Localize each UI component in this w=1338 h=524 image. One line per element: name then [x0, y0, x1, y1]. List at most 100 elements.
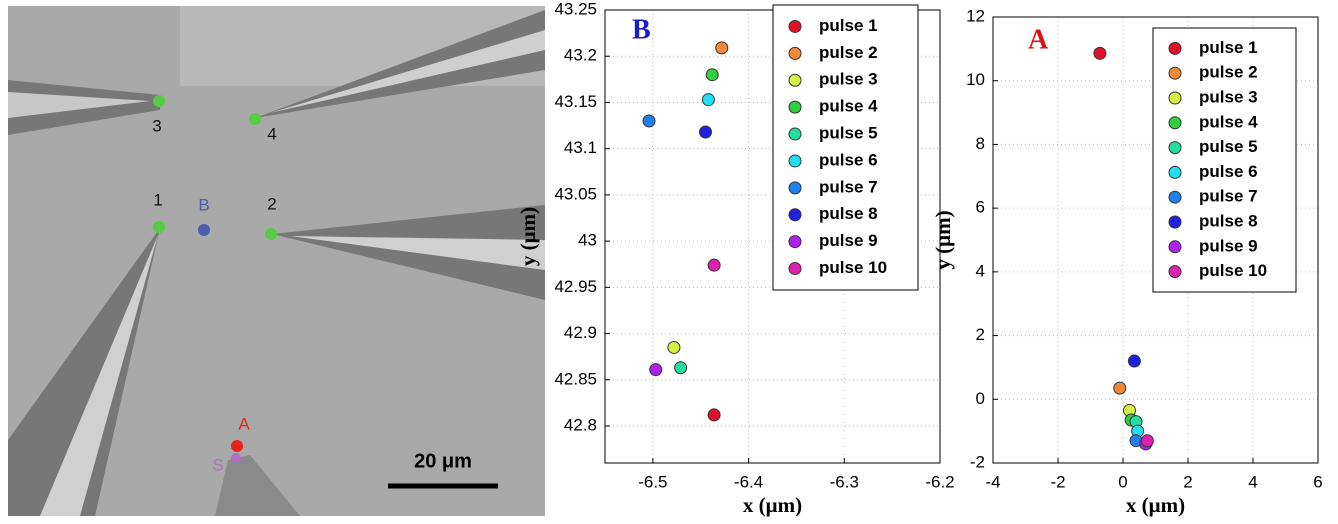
- legend-label: pulse 4: [819, 97, 878, 116]
- legend-marker: [1168, 116, 1182, 130]
- legend-marker: [788, 127, 802, 141]
- pipette: [8, 92, 150, 118]
- x-tick-label: -4: [985, 472, 1000, 491]
- image-label: B: [198, 195, 209, 214]
- y-tick-label: 43.25: [554, 0, 597, 18]
- legend-marker: [1168, 66, 1182, 80]
- y-tick-label: 10: [966, 70, 985, 89]
- data-point: [707, 258, 721, 272]
- chart: -6.5 -6.4 -6.3 -6.2 42.8 42.85 42.9 42.95 43 43.0…: [516, 0, 955, 517]
- legend-marker: [788, 100, 802, 114]
- legend-label: pulse 10: [1199, 261, 1267, 280]
- electrode-dot: [265, 228, 277, 240]
- legend-label: pulse 8: [819, 204, 878, 223]
- x-tick-label: 4: [1248, 472, 1257, 491]
- data-point: [642, 114, 656, 128]
- data-point: [707, 408, 721, 422]
- cell: [215, 455, 300, 516]
- legend-marker: [788, 262, 802, 276]
- data-point: [699, 125, 712, 139]
- site-dot: [231, 453, 241, 463]
- y-tick-label: 42.95: [554, 277, 597, 296]
- data-point: [667, 340, 681, 354]
- legend-marker: [788, 181, 802, 195]
- legend-marker: [788, 46, 802, 60]
- pipette: [8, 228, 160, 516]
- data-point: [649, 363, 663, 377]
- legend-marker: [788, 208, 802, 222]
- annotation: A: [1028, 24, 1049, 55]
- pipette: [40, 235, 158, 516]
- image-label: A: [238, 414, 250, 433]
- y-tick-label: 43.15: [554, 92, 597, 111]
- legend-label: pulse 2: [1199, 63, 1258, 82]
- legend-marker: [788, 154, 802, 168]
- legend-label: pulse 2: [819, 43, 878, 62]
- data-point: [674, 361, 688, 375]
- legend-label: pulse 5: [1199, 137, 1258, 156]
- electrode-dot: [249, 113, 261, 125]
- data-point: [1140, 434, 1154, 448]
- y-tick-label: 4: [976, 261, 985, 280]
- x-axis-label: x (μm): [1126, 493, 1185, 517]
- legend-label: pulse 9: [1199, 236, 1258, 255]
- y-tick-label: 43: [578, 231, 597, 250]
- data-point: [701, 93, 715, 107]
- data-point: [1127, 354, 1141, 368]
- pipette: [255, 10, 545, 118]
- y-tick-label: 43.1: [564, 138, 597, 157]
- legend-label: pulse 5: [819, 124, 878, 143]
- y-tick-label: 43.05: [554, 184, 597, 203]
- electrode-dot: [153, 221, 165, 233]
- image-label: 1: [153, 190, 162, 209]
- y-tick-label: 42.85: [554, 369, 597, 388]
- legend-label: pulse 6: [1199, 162, 1258, 181]
- legend-marker: [1168, 141, 1182, 155]
- y-tick-label: 0: [976, 389, 985, 408]
- legend-label: pulse 1: [1199, 38, 1258, 57]
- y-tick-label: -2: [970, 452, 985, 471]
- legend-label: pulse 3: [1199, 87, 1258, 106]
- y-tick-label: 12: [966, 6, 985, 25]
- y-tick-label: 6: [976, 198, 985, 217]
- x-tick-label: -6.3: [830, 472, 859, 491]
- microscope-image: 3 4 1 2 B A S 20 μm: [8, 6, 545, 516]
- data-point: [1113, 381, 1127, 395]
- legend-marker: [1168, 265, 1182, 279]
- legend-label: pulse 1: [819, 16, 878, 35]
- x-tick-label: -2: [1050, 472, 1065, 491]
- legend-label: pulse 4: [1199, 112, 1258, 131]
- annotation: B: [632, 14, 651, 45]
- scale-bar-label: 20 μm: [414, 450, 472, 472]
- x-tick-label: 6: [1313, 472, 1322, 491]
- y-axis-label: y (μm): [516, 207, 540, 266]
- x-tick-label: 0: [1118, 472, 1127, 491]
- y-tick-label: 2: [976, 325, 985, 344]
- legend-marker: [1168, 165, 1182, 179]
- legend-label: pulse 7: [819, 177, 878, 196]
- axes-frame: [992, 16, 1319, 464]
- data-point: [715, 41, 729, 55]
- legend-label: pulse 10: [819, 258, 887, 277]
- legend-marker: [1168, 190, 1182, 204]
- site-dot: [231, 440, 243, 452]
- image-label: S: [212, 455, 223, 474]
- y-tick-label: 42.9: [564, 323, 597, 342]
- pipette: [270, 30, 545, 113]
- y-axis-label: y (μm): [931, 210, 955, 269]
- legend-marker: [788, 73, 802, 87]
- y-tick-label: 42.8: [564, 416, 597, 435]
- pipette: [290, 236, 545, 270]
- legend-marker: [1168, 41, 1182, 55]
- x-tick-label: -6.4: [734, 472, 763, 491]
- x-tick-label: 2: [1183, 472, 1192, 491]
- pipette: [272, 205, 545, 300]
- electrode-dot: [153, 95, 165, 107]
- legend-label: pulse 3: [819, 70, 878, 89]
- legend-marker: [1168, 91, 1182, 105]
- data-point: [705, 68, 719, 82]
- x-tick-label: -6.5: [638, 472, 667, 491]
- legend-marker: [788, 19, 802, 33]
